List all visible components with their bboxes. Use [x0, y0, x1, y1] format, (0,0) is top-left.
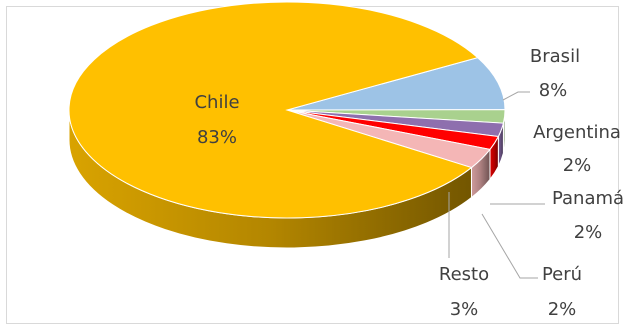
label-resto-name: Resto — [439, 264, 489, 285]
pie-tops — [68, 1, 506, 219]
label-peru-name: Perú — [542, 264, 582, 285]
label-brasil-name: Brasil — [530, 46, 580, 67]
label-brasil-value: 8% — [539, 80, 568, 101]
label-panama-value: 2% — [574, 222, 603, 243]
label-resto-value: 3% — [450, 299, 479, 320]
pie-slice-brasil — [286, 57, 506, 111]
label-argentina-name: Argentina — [533, 122, 621, 143]
data-labels: Chile 83% Brasil 8% Argentina 2% Panamá … — [194, 46, 624, 320]
label-chile-value: 83% — [197, 127, 237, 148]
leader-peru — [481, 213, 538, 279]
label-panama-name: Panamá — [552, 188, 624, 209]
leader-brasil — [502, 91, 530, 101]
label-chile-name: Chile — [194, 92, 239, 113]
label-peru-value: 2% — [548, 299, 577, 320]
pie-slice-chile — [68, 1, 479, 219]
label-argentina-value: 2% — [563, 155, 592, 176]
leader-lines — [448, 91, 545, 279]
